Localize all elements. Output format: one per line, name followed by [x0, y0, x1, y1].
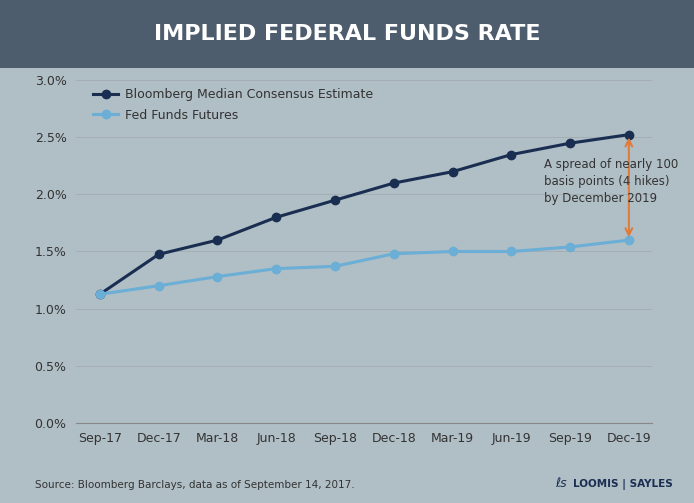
- Text: ℓs: ℓs: [555, 477, 567, 490]
- Fed Funds Futures: [625, 237, 633, 243]
- Fed Funds Futures: [155, 283, 163, 289]
- Bloomberg Median Consensus Estimate: [96, 291, 104, 297]
- Bloomberg Median Consensus Estimate: [272, 214, 280, 220]
- Line: Fed Funds Futures: Fed Funds Futures: [96, 236, 633, 298]
- Bloomberg Median Consensus Estimate: [389, 180, 398, 186]
- Bloomberg Median Consensus Estimate: [625, 132, 633, 138]
- Bloomberg Median Consensus Estimate: [507, 151, 516, 157]
- Bloomberg Median Consensus Estimate: [448, 169, 457, 175]
- Text: Source: Bloomberg Barclays, data as of September 14, 2017.: Source: Bloomberg Barclays, data as of S…: [35, 480, 355, 490]
- Bloomberg Median Consensus Estimate: [155, 252, 163, 258]
- Fed Funds Futures: [448, 248, 457, 255]
- Text: A spread of nearly 100
basis points (4 hikes)
by December 2019: A spread of nearly 100 basis points (4 h…: [543, 158, 678, 205]
- Line: Bloomberg Median Consensus Estimate: Bloomberg Median Consensus Estimate: [96, 130, 633, 298]
- Fed Funds Futures: [389, 251, 398, 257]
- Fed Funds Futures: [272, 266, 280, 272]
- Legend: Bloomberg Median Consensus Estimate, Fed Funds Futures: Bloomberg Median Consensus Estimate, Fed…: [88, 83, 378, 127]
- Bloomberg Median Consensus Estimate: [566, 140, 574, 146]
- Fed Funds Futures: [96, 291, 104, 297]
- Fed Funds Futures: [331, 263, 339, 269]
- Fed Funds Futures: [507, 248, 516, 255]
- Bloomberg Median Consensus Estimate: [213, 237, 221, 243]
- Text: LOOMIS | SAYLES: LOOMIS | SAYLES: [573, 479, 673, 490]
- Fed Funds Futures: [566, 244, 574, 250]
- Fed Funds Futures: [213, 274, 221, 280]
- Text: IMPLIED FEDERAL FUNDS RATE: IMPLIED FEDERAL FUNDS RATE: [154, 24, 540, 44]
- Bloomberg Median Consensus Estimate: [331, 197, 339, 203]
